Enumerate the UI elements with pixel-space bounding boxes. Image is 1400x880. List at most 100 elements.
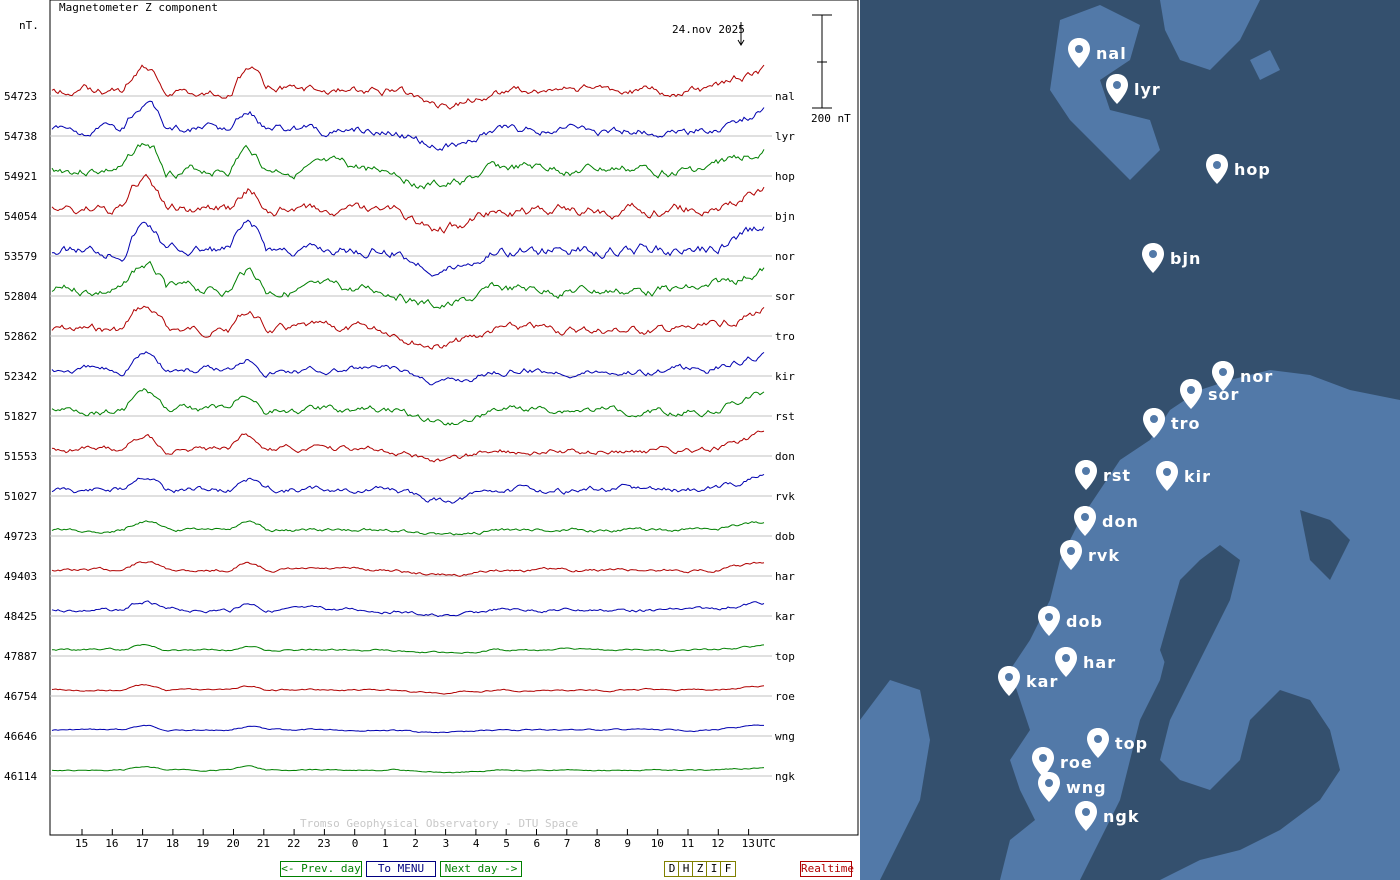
- series-line-dob: [51, 520, 765, 536]
- map-label-wng[interactable]: wng: [1066, 778, 1107, 797]
- map-label-rst[interactable]: rst: [1103, 466, 1132, 485]
- map-label-top[interactable]: top: [1115, 734, 1149, 753]
- x-tick-label-22: 22: [287, 837, 300, 850]
- map-label-lyr[interactable]: lyr: [1134, 80, 1161, 99]
- baseline-label-roe: 46754: [4, 690, 37, 703]
- map-label-kar[interactable]: kar: [1026, 672, 1059, 691]
- baseline-label-nor: 53579: [4, 250, 37, 263]
- chart-title: Magnetometer Z component: [59, 1, 218, 14]
- baseline-label-wng: 46646: [4, 730, 37, 743]
- component-i-button[interactable]: I: [706, 861, 722, 877]
- x-tick-label-13: 13: [742, 837, 755, 850]
- baseline-label-tro: 52862: [4, 330, 37, 343]
- x-tick-label-20: 20: [227, 837, 240, 850]
- station-code-roe: roe: [775, 690, 795, 703]
- baseline-label-bjn: 54054: [4, 210, 37, 223]
- baseline-label-rvk: 51027: [4, 490, 37, 503]
- map-pin-icon-sor[interactable]: [1180, 379, 1202, 409]
- baseline-label-hop: 54921: [4, 170, 37, 183]
- map-pin-icon-don[interactable]: [1074, 506, 1096, 536]
- baseline-label-sor: 52804: [4, 290, 37, 303]
- baseline-label-kir: 52342: [4, 370, 37, 383]
- prev-day-button[interactable]: <- Prev. day: [280, 861, 362, 877]
- map-pin-icon-kir[interactable]: [1156, 461, 1178, 491]
- map-label-kir[interactable]: kir: [1184, 467, 1212, 486]
- station-code-ngk: ngk: [775, 770, 795, 783]
- x-tick-label-4: 4: [473, 837, 480, 850]
- map-label-nor[interactable]: nor: [1240, 367, 1274, 386]
- series-line-sor: [51, 260, 765, 310]
- map-label-dob[interactable]: dob: [1066, 612, 1103, 631]
- series-line-top: [52, 643, 765, 654]
- x-tick-label-0: 0: [352, 837, 359, 850]
- series-lines: [51, 64, 765, 774]
- series-line-roe: [51, 683, 765, 695]
- map-label-bjn[interactable]: bjn: [1170, 249, 1202, 268]
- next-day-button[interactable]: Next day ->: [440, 861, 522, 877]
- map-pin-icon-tro[interactable]: [1143, 408, 1165, 438]
- x-tick-label-16: 16: [105, 837, 118, 850]
- plot-frame: [49, 0, 859, 836]
- map-pin-icon-rvk[interactable]: [1060, 540, 1082, 570]
- series-line-ngk: [51, 765, 765, 774]
- map-pin-icon-nor[interactable]: [1212, 361, 1234, 391]
- station-code-har: har: [775, 570, 795, 583]
- map-label-rvk[interactable]: rvk: [1088, 546, 1120, 565]
- x-tick-label-15: 15: [75, 837, 88, 850]
- station-code-nor: nor: [775, 250, 795, 263]
- component-d-button[interactable]: D: [664, 861, 680, 877]
- watermark: Tromso Geophysical Observatory - DTU Spa…: [300, 817, 578, 830]
- map-label-ngk[interactable]: ngk: [1103, 807, 1140, 826]
- realtime-button[interactable]: Realtime: [800, 861, 854, 877]
- menu-button[interactable]: To MENU: [366, 861, 436, 877]
- map-pin-icon-ngk[interactable]: [1075, 801, 1097, 831]
- baseline-label-nal: 54723: [4, 90, 37, 103]
- series-line-don: [51, 430, 765, 463]
- x-tick-label-6: 6: [534, 837, 541, 850]
- x-tick-label-8: 8: [594, 837, 601, 850]
- map-label-tro[interactable]: tro: [1171, 414, 1201, 433]
- map-label-har[interactable]: har: [1083, 653, 1117, 672]
- series-line-hop: [51, 142, 765, 190]
- series-line-kir: [51, 351, 765, 386]
- series-line-tro: [51, 305, 765, 350]
- x-tick-label-5: 5: [503, 837, 510, 850]
- station-code-kar: kar: [775, 610, 795, 623]
- date-label: 24.nov 2025: [672, 23, 745, 36]
- map-pin-icon-top[interactable]: [1087, 728, 1109, 758]
- map-pin-icon-har[interactable]: [1055, 647, 1077, 677]
- x-tick-label-10: 10: [651, 837, 664, 850]
- map-pin-icon-lyr[interactable]: [1106, 74, 1128, 104]
- x-tick-label-7: 7: [564, 837, 571, 850]
- baseline-label-ngk: 46114: [4, 770, 37, 783]
- map-pin-icon-roe[interactable]: [1032, 747, 1054, 777]
- component-f-button[interactable]: F: [720, 861, 736, 877]
- map-pin-icon-bjn[interactable]: [1142, 243, 1164, 273]
- component-z-button[interactable]: Z: [692, 861, 708, 877]
- y-unit-label: nT.: [19, 19, 39, 32]
- x-axis-ticks: 15 16 17 18 19 20 21 22 23 0 1 2 3 4 5 6 7 8 9 10 11 12 13: [75, 829, 755, 850]
- map-pin-icon-nal[interactable]: [1068, 38, 1090, 68]
- map-pin-icon-rst[interactable]: [1075, 460, 1097, 490]
- series-line-har: [51, 561, 765, 577]
- station-code-tro: tro: [775, 330, 795, 343]
- date-arrow: [737, 22, 745, 46]
- x-tick-label-19: 19: [196, 837, 209, 850]
- station-code-top: top: [775, 650, 795, 663]
- map-pin-icon-hop[interactable]: [1206, 154, 1228, 184]
- station-code-don: don: [775, 450, 795, 463]
- map-label-sor[interactable]: sor: [1208, 385, 1240, 404]
- map-label-hop[interactable]: hop: [1234, 160, 1271, 179]
- map-pin-icon-wng[interactable]: [1038, 772, 1060, 802]
- series-line-nal: [51, 64, 765, 110]
- station-code-lyr: lyr: [775, 130, 795, 143]
- map-label-don[interactable]: don: [1102, 512, 1139, 531]
- station-code-sor: sor: [775, 290, 795, 303]
- map-pin-icon-dob[interactable]: [1038, 606, 1060, 636]
- series-line-lyr: [51, 100, 765, 152]
- map-label-roe[interactable]: roe: [1060, 753, 1093, 772]
- map-pin-icon-kar[interactable]: [998, 666, 1020, 696]
- x-tick-label-11: 11: [681, 837, 694, 850]
- series-line-bjn: [51, 173, 765, 234]
- map-label-nal[interactable]: nal: [1096, 44, 1127, 63]
